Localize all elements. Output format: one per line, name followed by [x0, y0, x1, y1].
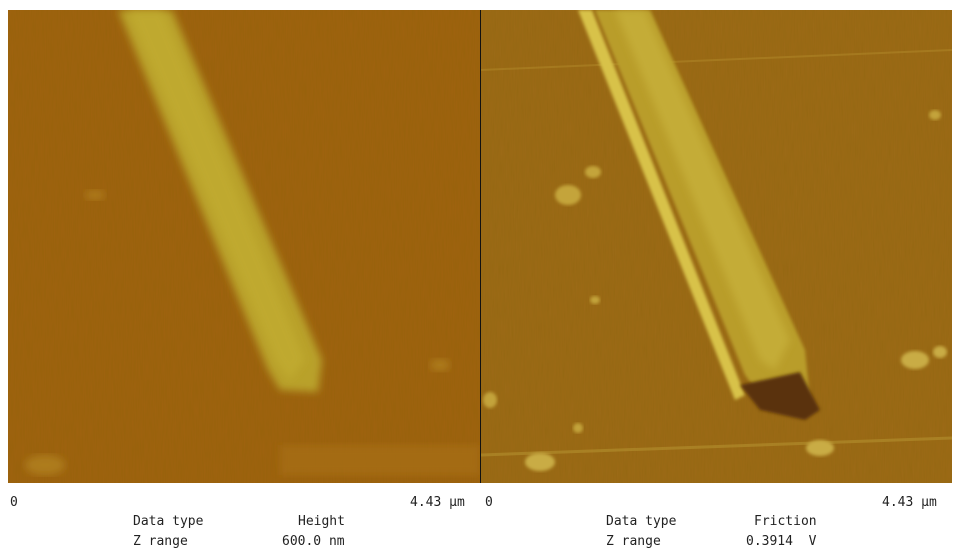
- height-image: [8, 10, 480, 483]
- axis-end: 4.43 µm: [410, 496, 465, 510]
- info-value: 600.0 nm: [282, 535, 345, 549]
- info-label: Z range: [133, 535, 188, 549]
- afm-images: [0, 0, 953, 490]
- axis-start: 0: [485, 496, 493, 510]
- axis-start: 0: [10, 496, 18, 510]
- info-value: 0.3914 V: [746, 535, 816, 549]
- page: {"panels": [ {"axis": {"start": "0", "en…: [0, 0, 953, 552]
- info-value: Height: [298, 515, 345, 529]
- info-value: Friction: [754, 515, 817, 529]
- friction-image: [481, 10, 952, 483]
- info-label: Z range: [606, 535, 661, 549]
- info-label: Data type: [133, 515, 203, 529]
- axis-end: 4.43 µm: [882, 496, 937, 510]
- info-label: Data type: [606, 515, 676, 529]
